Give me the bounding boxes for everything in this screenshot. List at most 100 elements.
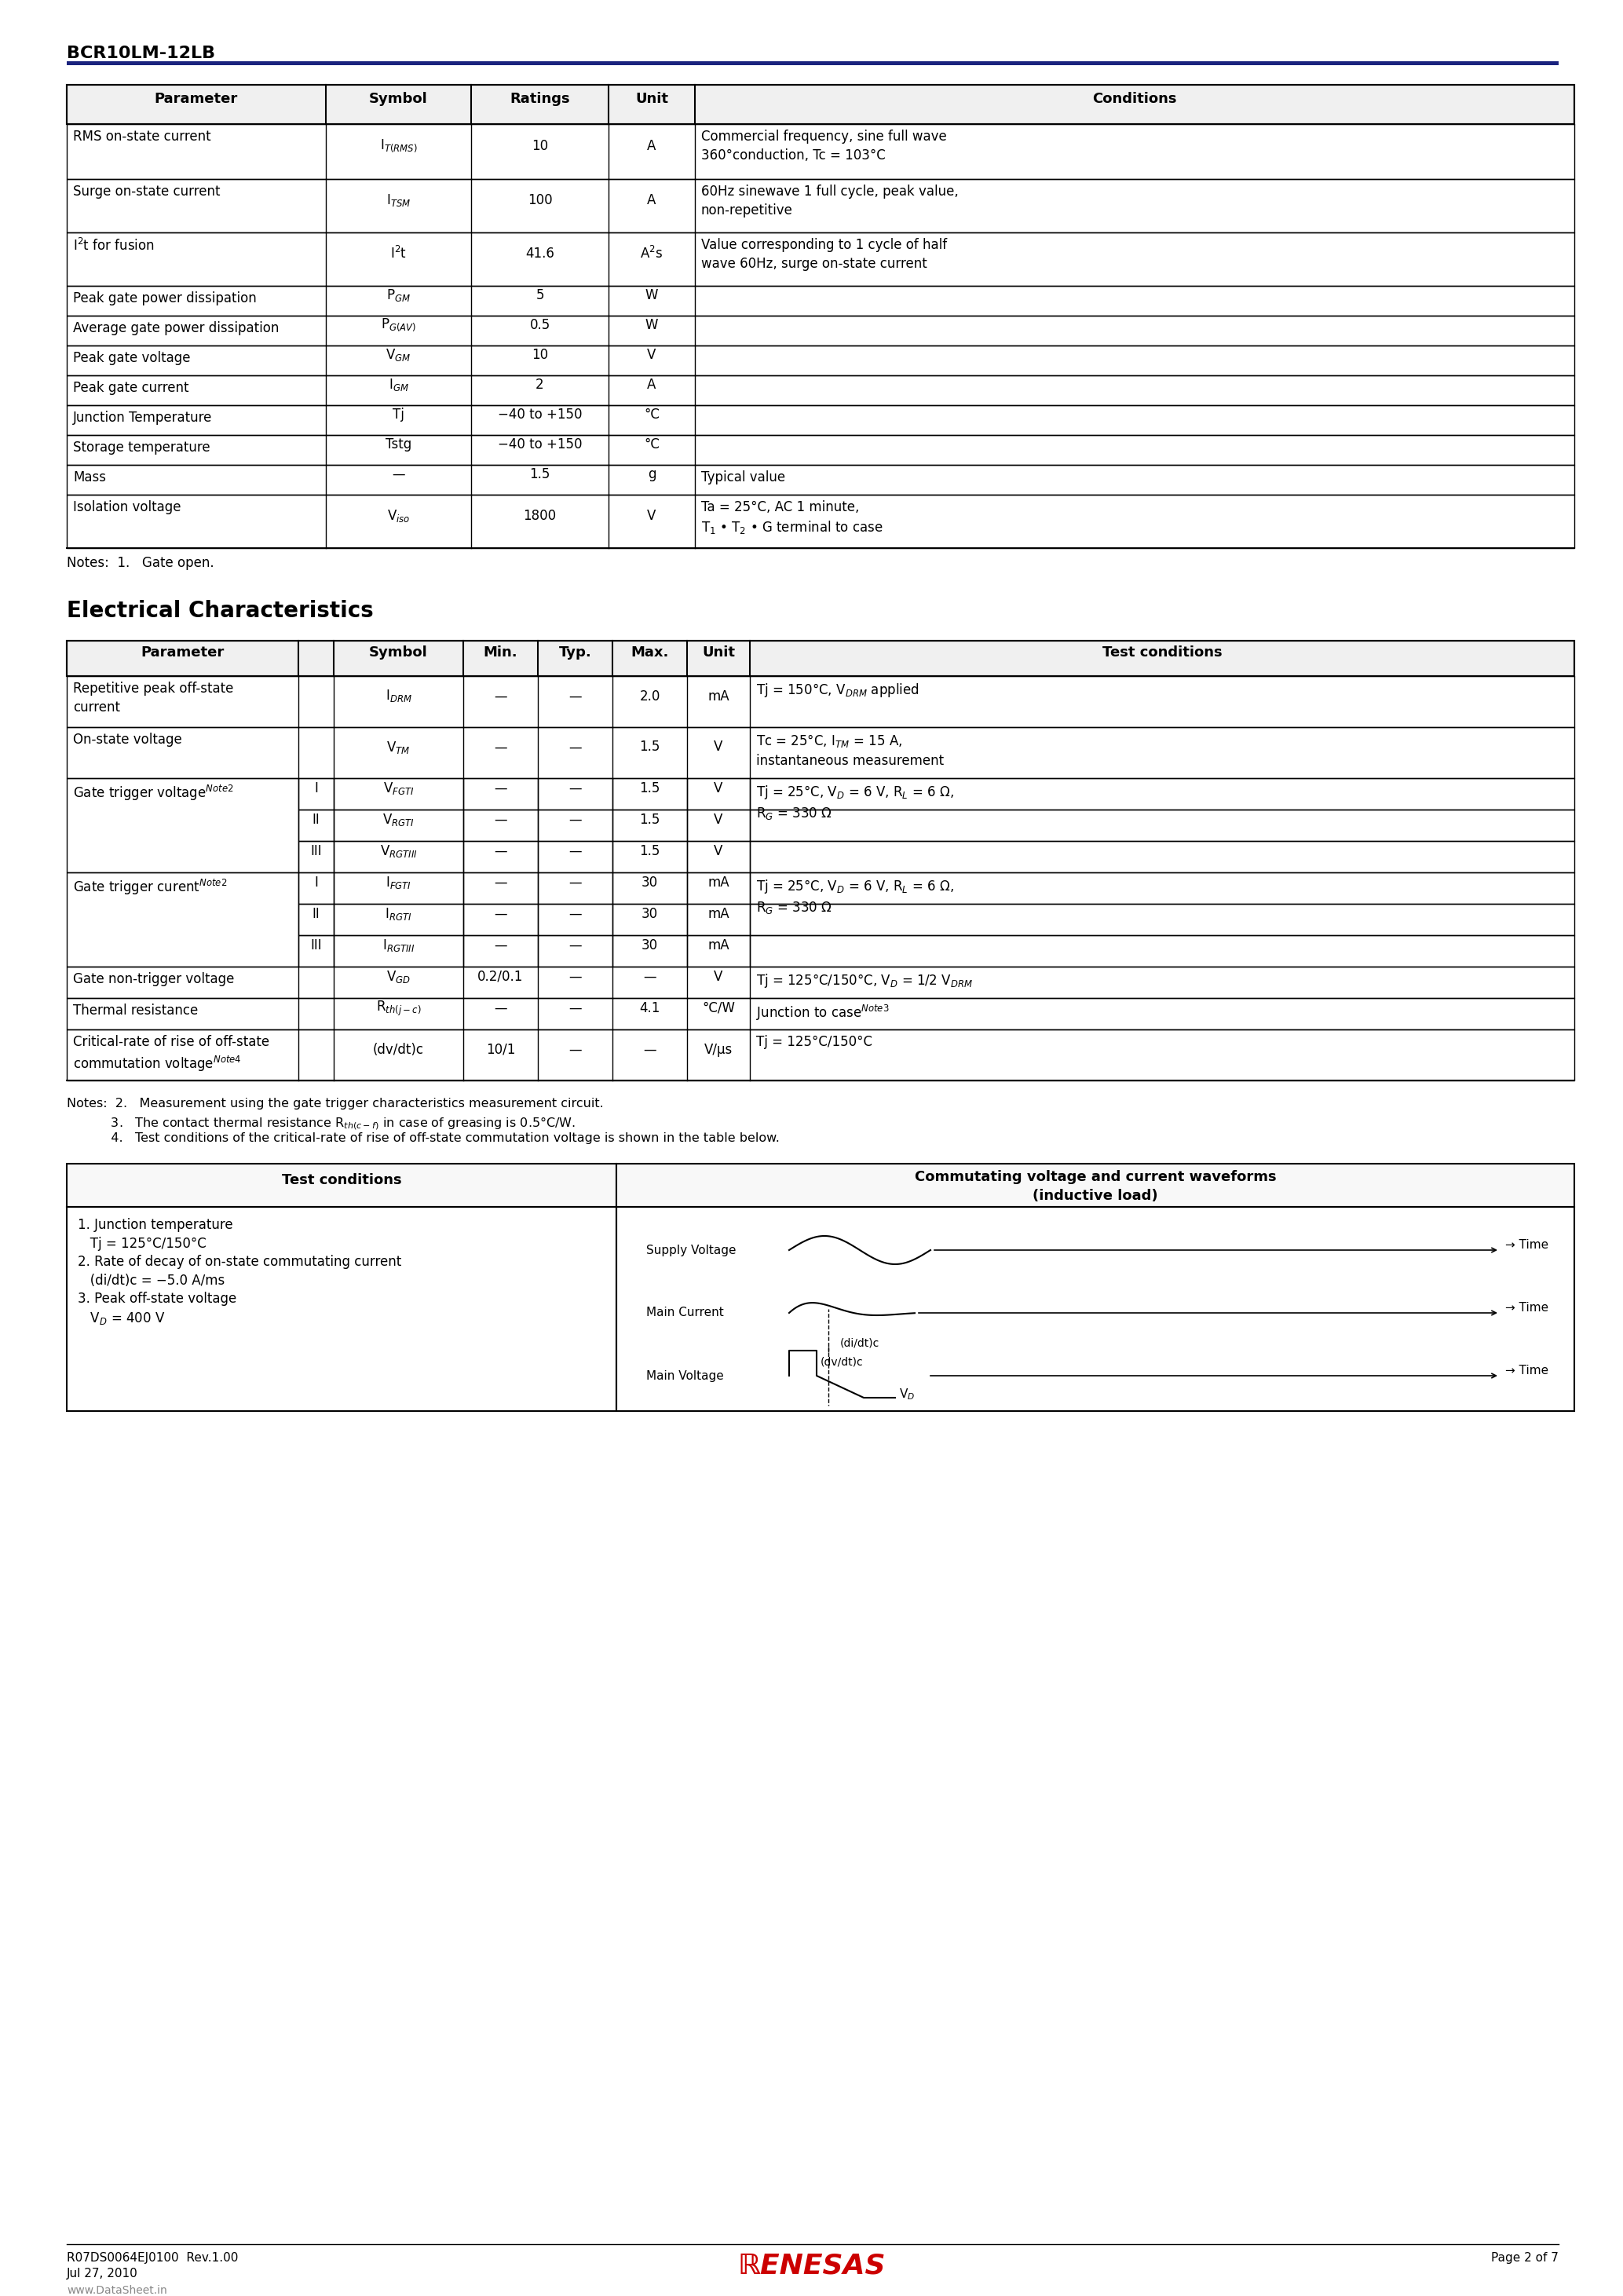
Text: Gate trigger curent$^{Note2}$: Gate trigger curent$^{Note2}$ [73,877,227,898]
Bar [67,179,1574,232]
Bar [537,905,612,934]
Text: Tj = 125°C/150°C: Tj = 125°C/150°C [756,1035,872,1049]
Text: Isolation voltage: Isolation voltage [73,501,182,514]
Text: I$^2$t: I$^2$t [390,246,407,262]
Text: V$_{GM}$: V$_{GM}$ [386,347,411,363]
Text: —: — [493,1001,506,1015]
Text: 3.   The contact thermal resistance R$_{th(c-f)}$ in case of greasing is 0.5°C/W: 3. The contact thermal resistance R$_{th… [67,1116,576,1132]
Bar [687,934,750,967]
Text: 10: 10 [531,349,549,363]
Text: 1.5: 1.5 [639,781,661,794]
Text: Tj = 25°C, V$_D$ = 6 V, R$_L$ = 6 Ω,
R$_G$ = 330 Ω: Tj = 25°C, V$_D$ = 6 V, R$_L$ = 6 Ω, R$_… [756,877,954,916]
Bar [67,494,1574,549]
Text: II: II [312,813,320,827]
Text: → Time: → Time [1505,1366,1548,1378]
Bar [67,728,1574,778]
Text: Junction to case$^{Note3}$: Junction to case$^{Note3}$ [756,1003,889,1022]
Text: A$^2$s: A$^2$s [639,246,664,262]
Text: −40 to +150: −40 to +150 [498,436,583,452]
Text: Max.: Max. [631,645,669,659]
Text: 1800: 1800 [523,510,557,523]
Text: Peak gate voltage: Peak gate voltage [73,351,190,365]
Text: (di/dt)c: (di/dt)c [841,1336,880,1348]
Text: W: W [646,319,659,333]
Bar [750,905,1574,934]
Bar [463,810,537,840]
Text: 60Hz sinewave 1 full cycle, peak value,
non-repetitive: 60Hz sinewave 1 full cycle, peak value, … [701,184,959,218]
Bar [299,905,334,934]
Text: Commercial frequency, sine full wave
360°conduction, Tc = 103°C: Commercial frequency, sine full wave 360… [701,129,946,163]
Text: V: V [714,739,722,753]
Text: —: — [493,739,506,753]
Text: °C/W: °C/W [703,1001,735,1015]
Bar [334,934,463,967]
Bar [67,1029,1574,1081]
Text: I$^2$t for fusion: I$^2$t for fusion [73,239,154,253]
Text: Gate trigger voltage$^{Note2}$: Gate trigger voltage$^{Note2}$ [73,783,234,804]
Text: I$_{GM}$: I$_{GM}$ [388,377,409,393]
Text: —: — [643,1042,656,1056]
Text: Thermal resistance: Thermal resistance [73,1003,198,1017]
Bar [687,872,750,905]
Text: V$_{iso}$: V$_{iso}$ [386,507,411,523]
Text: —: — [493,907,506,921]
Text: V$_{FGTI}$: V$_{FGTI}$ [383,781,414,797]
Text: Notes:  1.   Gate open.: Notes: 1. Gate open. [67,556,214,569]
Text: Min.: Min. [484,645,518,659]
Bar [67,641,1574,675]
Text: —: — [493,875,506,889]
Text: BCR10LM-12LB: BCR10LM-12LB [67,46,216,62]
Text: 1. Junction temperature
   Tj = 125°C/150°C
2. Rate of decay of on-state commuta: 1. Junction temperature Tj = 125°C/150°C… [78,1217,401,1327]
Bar [612,872,687,905]
Bar [299,778,334,810]
Bar [67,285,1574,315]
Text: Surge on-state current: Surge on-state current [73,184,221,200]
Text: —: — [568,1001,581,1015]
Bar [299,934,334,967]
Text: 10/1: 10/1 [485,1042,514,1056]
Text: A: A [648,193,656,207]
Bar [67,778,299,872]
Bar [67,344,1574,374]
Text: I$_{DRM}$: I$_{DRM}$ [385,689,412,705]
Text: Typ.: Typ. [558,645,591,659]
Bar [67,1208,617,1412]
Text: —: — [568,845,581,859]
Text: 30: 30 [641,939,657,953]
Bar [463,872,537,905]
Text: R07DS0064EJ0100  Rev.1.00: R07DS0064EJ0100 Rev.1.00 [67,2252,239,2264]
Text: 1.5: 1.5 [529,466,550,482]
Text: Gate non-trigger voltage: Gate non-trigger voltage [73,971,234,987]
Text: Typical value: Typical value [701,471,786,484]
Text: V$_{RGTIII}$: V$_{RGTIII}$ [380,843,417,859]
Text: A: A [648,379,656,393]
Bar [334,810,463,840]
Bar [67,85,1574,124]
Text: —: — [568,969,581,985]
Bar [750,810,1574,840]
Text: Average gate power dissipation: Average gate power dissipation [73,321,279,335]
Text: 1.5: 1.5 [639,739,661,753]
Text: V$_{TM}$: V$_{TM}$ [386,739,411,755]
Text: Value corresponding to 1 cycle of half
wave 60Hz, surge on-state current: Value corresponding to 1 cycle of half w… [701,239,948,271]
Text: 4.1: 4.1 [639,1001,661,1015]
Text: III: III [310,939,321,953]
Bar [612,840,687,872]
Text: Test conditions: Test conditions [282,1173,401,1187]
Text: —: — [493,689,506,703]
Text: V$_D$: V$_D$ [899,1387,915,1403]
Text: 1.5: 1.5 [639,845,661,859]
Text: I$_{RGTI}$: I$_{RGTI}$ [385,907,412,923]
Text: Main Current: Main Current [646,1306,724,1318]
Text: Electrical Characteristics: Electrical Characteristics [67,599,373,622]
Text: 2: 2 [536,379,544,393]
Text: Peak gate current: Peak gate current [73,381,188,395]
Bar [299,872,334,905]
Text: R$_{th(j-c)}$: R$_{th(j-c)}$ [377,999,420,1017]
Text: Peak gate power dissipation: Peak gate power dissipation [73,292,256,305]
Bar [750,872,1574,905]
Text: W: W [646,289,659,303]
Text: Notes:  2.   Measurement using the gate trigger characteristics measurement circ: Notes: 2. Measurement using the gate tri… [67,1097,604,1109]
Text: Critical-rate of rise of off-state
commutation voltage$^{Note4}$: Critical-rate of rise of off-state commu… [73,1035,269,1075]
Text: −40 to +150: −40 to +150 [498,406,583,422]
